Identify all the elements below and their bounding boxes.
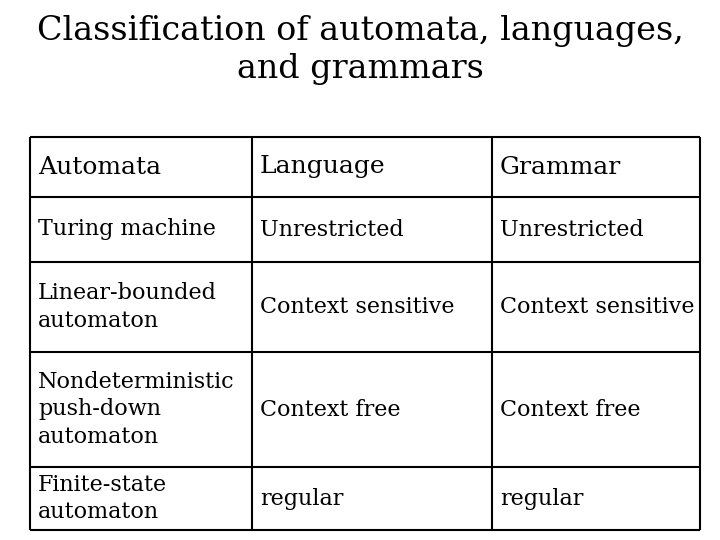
Text: Turing machine: Turing machine <box>38 219 216 240</box>
Text: Nondeterministic
push-down
automaton: Nondeterministic push-down automaton <box>38 370 235 448</box>
Text: Unrestricted: Unrestricted <box>260 219 404 240</box>
Text: Unrestricted: Unrestricted <box>500 219 644 240</box>
Text: Classification of automata, languages,
and grammars: Classification of automata, languages, a… <box>37 15 683 85</box>
Text: Finite-state
automaton: Finite-state automaton <box>38 474 167 523</box>
Text: regular: regular <box>500 488 583 510</box>
Text: regular: regular <box>260 488 343 510</box>
Text: Automata: Automata <box>38 156 161 179</box>
Text: Grammar: Grammar <box>500 156 621 179</box>
Text: Context sensitive: Context sensitive <box>500 296 695 318</box>
Text: Context sensitive: Context sensitive <box>260 296 454 318</box>
Text: Context free: Context free <box>260 399 400 421</box>
Text: Context free: Context free <box>500 399 641 421</box>
Text: Language: Language <box>260 156 386 179</box>
Text: Linear-bounded
automaton: Linear-bounded automaton <box>38 282 217 332</box>
